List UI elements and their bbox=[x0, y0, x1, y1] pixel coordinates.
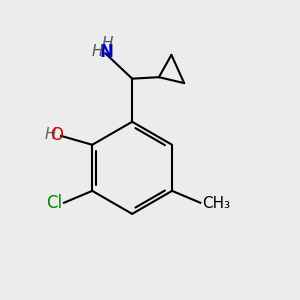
Text: H: H bbox=[44, 128, 56, 142]
Text: O: O bbox=[50, 126, 63, 144]
Text: CH₃: CH₃ bbox=[202, 196, 230, 211]
Text: Cl: Cl bbox=[46, 194, 62, 212]
Text: H: H bbox=[91, 44, 103, 59]
Text: N: N bbox=[100, 43, 114, 61]
Text: H: H bbox=[101, 35, 113, 50]
